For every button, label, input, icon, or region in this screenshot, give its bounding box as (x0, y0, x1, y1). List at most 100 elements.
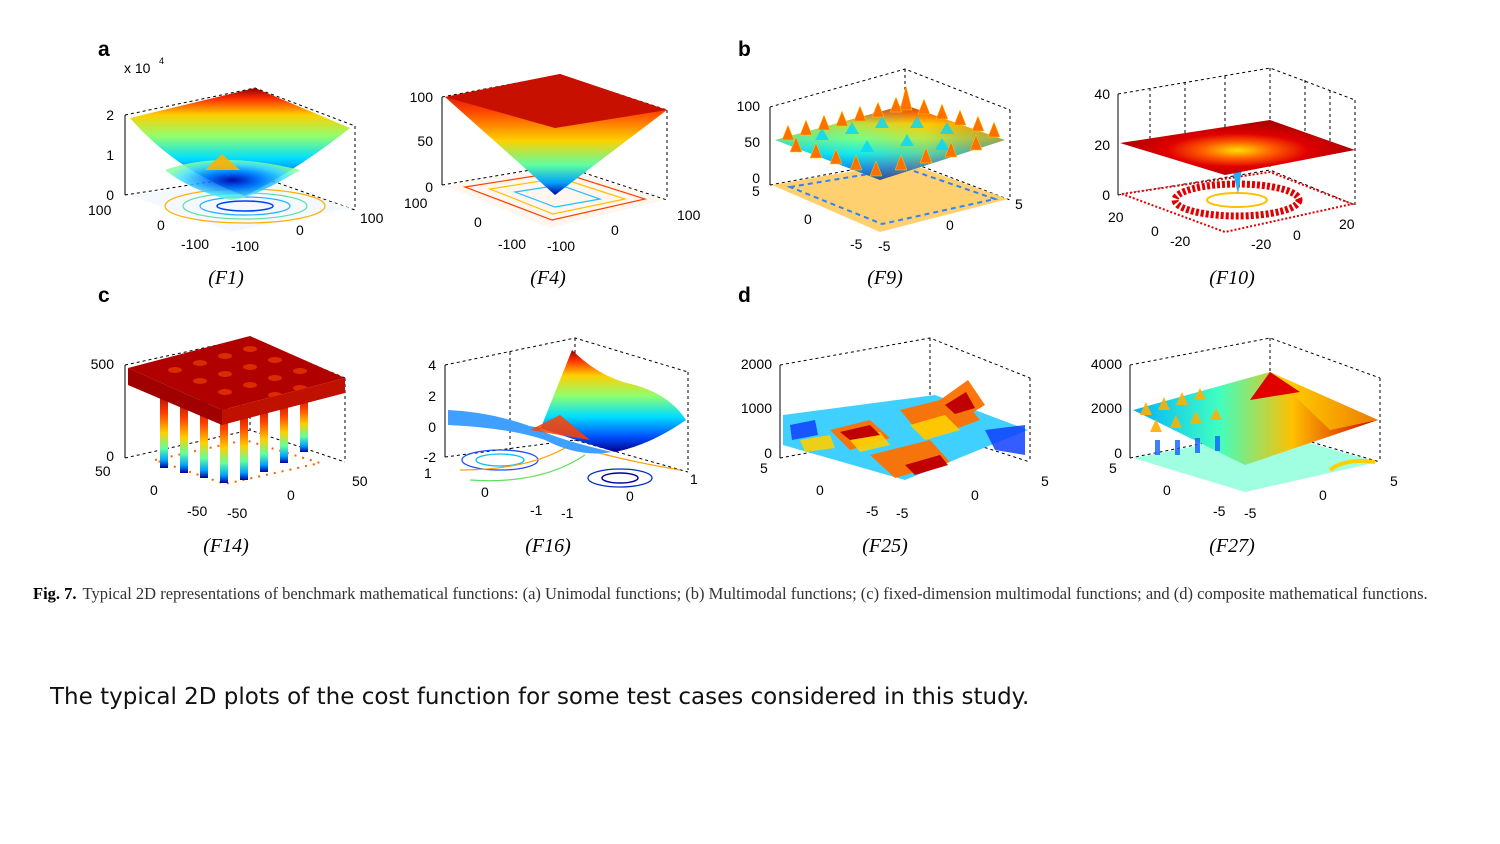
panel-letter-c: c (98, 284, 110, 307)
panel-letter-a: a (98, 38, 110, 61)
plot-f10: 40 20 0 20 0 -20 -20 0 20 (F10) (1094, 67, 1356, 289)
f16-y-tick-1: 0 (481, 484, 489, 500)
f10-y-tick-1: 0 (1151, 223, 1159, 239)
figure-number: Fig. 7. (33, 584, 77, 603)
f1-label: (F1) (208, 267, 244, 289)
f4-label: (F4) (530, 267, 566, 289)
f16-x-tick-1: 0 (626, 488, 634, 504)
f4-y-tick-1: 0 (474, 214, 482, 230)
f1-z-multiplier: x 10 (124, 60, 151, 76)
f27-z-tick-0: 0 (1114, 445, 1122, 461)
f25-x-tick-2: 5 (1041, 473, 1049, 489)
f16-y-tick-0: 1 (424, 465, 432, 481)
f10-x-tick-1: 0 (1293, 227, 1301, 243)
plot-f9: 100 50 0 5 0 -5 -5 0 5 (F9) (737, 68, 1023, 289)
f10-surface (1120, 120, 1355, 175)
f4-y-tick-2: -100 (498, 236, 526, 252)
f25-z-tick-1: 1000 (741, 400, 772, 416)
f16-label: (F16) (525, 535, 571, 557)
f4-z-tick-1: 50 (417, 133, 433, 149)
f14-z-tick-1: 500 (91, 356, 115, 372)
f16-surface (448, 350, 686, 452)
f1-y-tick-0: 100 (88, 202, 112, 218)
f1-z-tick-0: 0 (106, 187, 114, 203)
plot-f27: 4000 2000 0 5 0 -5 -5 0 5 (F27) (1091, 337, 1398, 557)
f27-z-tick-2: 4000 (1091, 356, 1122, 372)
f10-y-tick-2: -20 (1170, 233, 1190, 249)
f1-y-tick-1: 0 (157, 217, 165, 233)
f10-contour-floor (1121, 170, 1356, 234)
plot-f16: 4 2 0 -2 1 0 -1 -1 0 1 (F16) (424, 337, 698, 557)
f10-label: (F10) (1209, 267, 1255, 289)
plot-f1: 0 1 2 x 10 4 100 0 -100 -100 0 100 (F1) (88, 56, 384, 289)
f14-spikes (160, 390, 308, 483)
f9-y-tick-0: 5 (752, 183, 760, 199)
f14-surface (128, 336, 345, 410)
plot-f4: 100 50 0 100 0 -100 -100 0 100 (F4) (404, 74, 701, 289)
f10-z-tick-0: 0 (1102, 187, 1110, 203)
f10-x-tick-2: 20 (1339, 216, 1355, 232)
f27-x-tick-2: 5 (1390, 473, 1398, 489)
f27-contour-floor (1133, 432, 1378, 492)
f25-y-tick-0: 5 (760, 460, 768, 476)
f16-x-tick-2: 1 (690, 471, 698, 487)
f10-z-tick-1: 20 (1094, 137, 1110, 153)
description-note: The typical 2D plots of the cost functio… (50, 684, 1030, 710)
f9-z-tick-0: 0 (752, 170, 760, 186)
figure-caption: Fig. 7. Typical 2D representations of ben… (33, 582, 1458, 605)
f14-y-tick-1: 0 (150, 482, 158, 498)
f10-x-tick-0: -20 (1251, 236, 1271, 252)
f1-x-tick-2: 100 (360, 210, 384, 226)
panel-letter-d: d (738, 284, 751, 307)
f27-x-tick-1: 0 (1319, 487, 1327, 503)
f1-z-tick-2: 2 (106, 107, 114, 123)
f14-z-tick-0: 0 (106, 448, 114, 464)
f16-z-tick-0: -2 (424, 449, 437, 465)
f16-z-tick-3: 4 (428, 357, 436, 373)
f1-x-tick-0: -100 (231, 238, 259, 254)
f16-z-tick-1: 0 (428, 419, 436, 435)
f1-z-tick-1: 1 (106, 147, 114, 163)
f25-x-tick-0: -5 (896, 505, 909, 521)
f1-z-exponent: 4 (159, 56, 164, 66)
f14-y-tick-0: 50 (95, 463, 111, 479)
f25-x-tick-1: 0 (971, 487, 979, 503)
f25-z-tick-0: 0 (764, 445, 772, 461)
f27-ripples (1140, 388, 1222, 432)
f25-label: (F25) (862, 535, 908, 557)
f9-z-tick-2: 100 (737, 98, 761, 114)
f4-y-tick-0: 100 (404, 195, 428, 211)
f27-y-tick-0: 5 (1109, 460, 1117, 476)
f9-x-tick-2: 5 (1015, 196, 1023, 212)
f9-x-tick-1: 0 (946, 217, 954, 233)
f9-y-tick-1: 0 (804, 211, 812, 227)
plot-f14: 500 0 50 0 -50 -50 0 50 (F14) (91, 336, 368, 557)
f16-x-tick-0: -1 (561, 505, 574, 521)
plot-f25: 2000 1000 0 5 0 -5 -5 0 5 (F25) (741, 337, 1049, 557)
f14-y-tick-2: -50 (187, 503, 207, 519)
f9-peaks (781, 85, 1001, 177)
f1-surface (130, 88, 350, 196)
f4-z-tick-0: 0 (425, 179, 433, 195)
f10-z-tick-2: 40 (1094, 86, 1110, 102)
f4-contour-floor (445, 167, 665, 228)
f16-y-tick-2: -1 (530, 502, 543, 518)
f27-x-tick-0: -5 (1244, 505, 1257, 521)
f9-contour-floor (772, 162, 1008, 232)
f9-z-tick-1: 50 (744, 134, 760, 150)
panel-letter-b: b (738, 38, 751, 61)
f4-x-tick-2: 100 (677, 207, 701, 223)
f14-x-tick-0: -50 (227, 505, 247, 521)
f27-z-tick-1: 2000 (1091, 400, 1122, 416)
f27-label: (F27) (1209, 535, 1255, 557)
f4-x-tick-0: -100 (547, 238, 575, 254)
f4-x-tick-1: 0 (611, 222, 619, 238)
f1-x-tick-1: 0 (296, 222, 304, 238)
f10-y-tick-0: 20 (1108, 209, 1124, 225)
caption-text: Typical 2D representations of benchmark … (82, 584, 1428, 603)
f27-y-tick-1: 0 (1163, 482, 1171, 498)
f1-y-tick-2: -100 (181, 236, 209, 252)
f9-y-tick-2: -5 (850, 236, 863, 252)
f14-x-tick-1: 0 (287, 487, 295, 503)
